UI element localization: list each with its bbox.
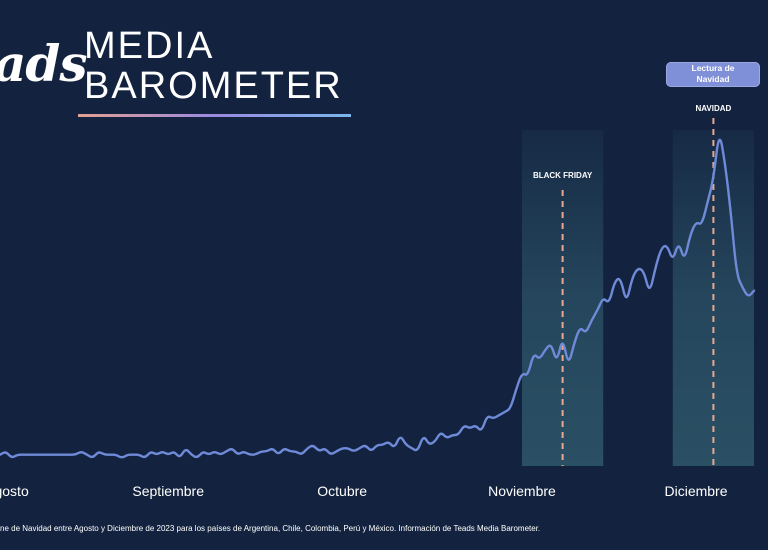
footnote: ne de Navidad entre Agosto y Diciembre d… [0, 524, 541, 533]
badge-line-1: Lectura de [691, 63, 735, 73]
event-label: NAVIDAD [695, 104, 731, 113]
navidad-reading-badge: Lectura de Navidad [666, 62, 760, 87]
x-tick-label: Diciembre [664, 483, 727, 499]
badge-line-2: Navidad [696, 74, 730, 84]
page-title: MEDIA BAROMETER [84, 26, 343, 106]
event-label: BLACK FRIDAY [533, 171, 593, 180]
x-tick-label: Septiembre [132, 483, 204, 499]
logo: ads [0, 34, 88, 93]
title-line-2: BAROMETER [84, 65, 343, 107]
x-tick-label: Octubre [317, 483, 367, 499]
series-line [0, 138, 756, 459]
title-line-1: MEDIA [84, 25, 215, 67]
line-chart: BLACK FRIDAY NAVIDAD gosto Septiembre Octubr… [0, 104, 756, 499]
title-underline [78, 114, 351, 117]
x-tick-label: Noviembre [488, 483, 556, 499]
x-tick-label: gosto [0, 483, 29, 499]
